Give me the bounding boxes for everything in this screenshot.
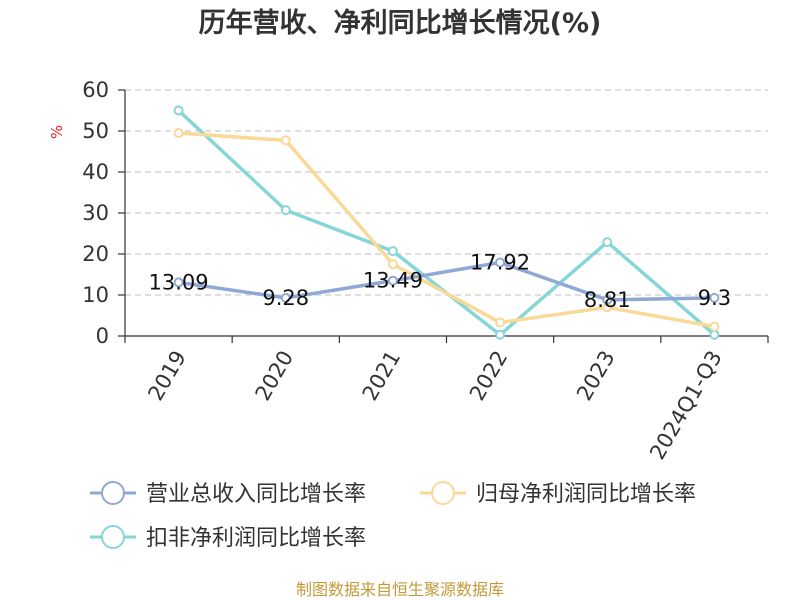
data-label: 13.49 xyxy=(363,269,423,293)
data-point xyxy=(173,277,184,288)
data-label: 13.09 xyxy=(149,270,209,294)
x-tick-label: 2022 xyxy=(465,347,513,405)
legend-label: 营业总收入同比增长率 xyxy=(146,482,366,507)
y-tick-label: 30 xyxy=(82,201,109,225)
data-point xyxy=(173,105,184,116)
series xyxy=(173,105,720,340)
data-point xyxy=(709,329,720,340)
data-point xyxy=(602,237,613,248)
y-tick-label: 0 xyxy=(96,324,109,348)
data-label: 17.92 xyxy=(470,251,530,275)
data-label: 9.28 xyxy=(262,286,309,310)
data-point xyxy=(387,259,398,270)
data-labels: 13.09 9.28 13.49 17.92 8.81 9.3 xyxy=(149,251,732,312)
data-point xyxy=(173,128,184,139)
y-tick-label: 10 xyxy=(82,283,109,307)
series-line xyxy=(178,260,715,302)
data-point xyxy=(709,321,720,332)
chart-title: 历年营收、净利同比增长情况(%) xyxy=(199,7,602,39)
y-tick-label: 20 xyxy=(82,242,109,266)
data-point xyxy=(495,257,506,268)
y-axis-unit: % xyxy=(48,125,66,139)
legend-item: 归母净利润同比增长率 xyxy=(420,481,696,507)
data-point xyxy=(602,294,613,305)
legend-marker xyxy=(101,525,125,549)
legend-marker xyxy=(101,481,125,505)
series-line xyxy=(178,131,715,329)
legend-item: 营业总收入同比增长率 xyxy=(90,481,366,507)
legend-label: 扣非净利润同比增长率 xyxy=(146,526,366,551)
data-point xyxy=(387,246,398,257)
y-tick-label: 40 xyxy=(82,160,109,184)
x-tick-label: 2024Q1-Q3 xyxy=(645,347,727,464)
y-tick-label: 50 xyxy=(82,119,109,143)
data-point xyxy=(495,329,506,340)
x-tick-label: 2020 xyxy=(251,347,299,405)
data-point xyxy=(387,275,398,286)
source-note: 制图数据来自恒生聚源数据库 xyxy=(296,580,504,599)
data-point xyxy=(280,205,291,216)
legend-marker xyxy=(431,481,455,505)
x-tick-label: 2023 xyxy=(572,347,620,405)
data-point xyxy=(495,317,506,328)
legend-label: 归母净利润同比增长率 xyxy=(476,482,696,507)
data-label: 8.81 xyxy=(584,288,631,312)
data-point xyxy=(709,292,720,303)
x-tick-label: 2021 xyxy=(358,347,406,405)
series-line xyxy=(177,109,716,337)
legend-item: 扣非净利润同比增长率 xyxy=(90,525,366,551)
grid xyxy=(125,89,768,296)
data-point xyxy=(280,292,291,303)
data-point xyxy=(280,135,291,146)
x-tick-label: 2019 xyxy=(143,347,191,405)
y-tick-label: 60 xyxy=(82,78,109,102)
data-label: 9.3 xyxy=(698,286,731,310)
